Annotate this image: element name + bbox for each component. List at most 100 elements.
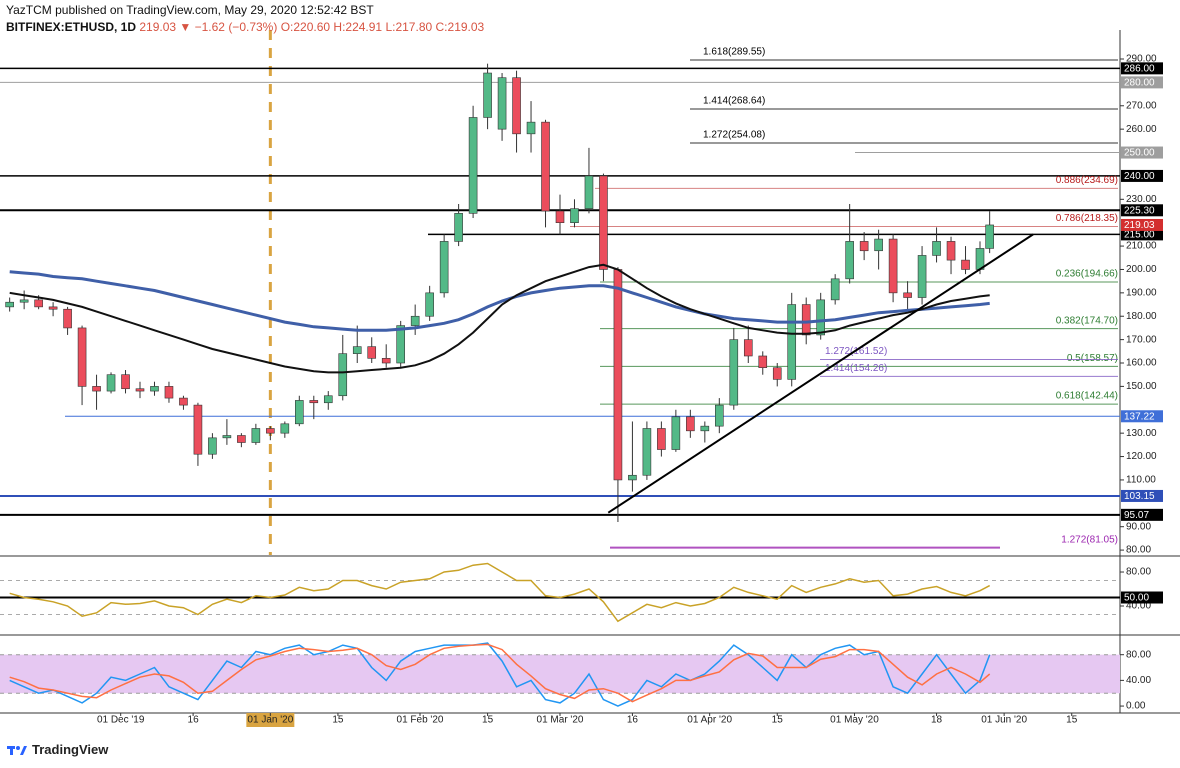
x-tick-label: 15	[772, 715, 784, 726]
level-badge: 50.00	[1124, 593, 1149, 604]
x-tick-label: 01 Jan '20	[247, 715, 293, 726]
x-tick-highlight	[246, 713, 295, 727]
candle-body	[526, 121, 536, 135]
moving-average	[9, 263, 990, 374]
candle-body	[917, 255, 927, 298]
candle-body	[483, 72, 492, 118]
fib-label: 0.618(142.44)	[1056, 391, 1118, 402]
candle-body	[410, 315, 420, 326]
level-badge-bg	[1121, 591, 1163, 604]
candle-body	[34, 299, 43, 308]
y-tick-label: 260.00	[1126, 124, 1157, 135]
fib-label: 0.382(174.70)	[1056, 315, 1118, 326]
candle-body	[816, 299, 825, 336]
indicator-line	[9, 643, 991, 703]
candle-body	[903, 292, 912, 298]
candle-body	[77, 327, 87, 387]
candle-body	[222, 435, 232, 439]
candle-body	[208, 437, 217, 455]
level-badge: 225.30	[1124, 205, 1155, 216]
y-tick-label: 80.00	[1126, 567, 1151, 578]
x-tick-label: 01 Jun '20	[981, 715, 1027, 726]
level-badge-bg	[1121, 169, 1163, 182]
level-badge-bg	[1121, 204, 1163, 217]
high: H:224.91	[333, 20, 383, 34]
x-tick-label: 01 Mar '20	[537, 715, 584, 726]
candle-body	[555, 210, 565, 223]
candle-body	[961, 259, 970, 270]
y-tick-label: 180.00	[1126, 311, 1157, 322]
candle-body	[454, 213, 463, 242]
indicator-line	[9, 562, 991, 623]
candle-body	[497, 77, 507, 130]
candle-body	[396, 325, 405, 364]
x-tick-label: 16	[188, 715, 200, 726]
candle-body	[19, 299, 29, 303]
y-tick-label: 80.00	[1126, 649, 1151, 660]
candle-body	[642, 428, 652, 476]
candle-body	[92, 386, 101, 392]
candle-body	[932, 241, 941, 256]
y-tick-label: 40.00	[1126, 675, 1151, 686]
y-tick-label: 290.00	[1126, 54, 1157, 65]
moving-average	[9, 270, 990, 332]
y-tick-label: 230.00	[1126, 194, 1157, 205]
level-badge-bg	[1121, 410, 1163, 423]
y-tick-label: 150.00	[1126, 381, 1157, 392]
fib-label: 1.414(154.26)	[825, 363, 887, 374]
level-badge: 280.00	[1124, 78, 1155, 89]
level-badge-bg	[1121, 228, 1163, 241]
candle-body	[541, 121, 550, 212]
candle-body	[613, 269, 623, 481]
y-tick-label: 210.00	[1126, 241, 1157, 252]
candle-body	[830, 278, 840, 301]
footer: TradingView	[6, 742, 108, 757]
candle-body	[700, 425, 710, 432]
candle-body	[179, 397, 188, 406]
level-badge-bg	[1121, 508, 1163, 521]
candle-body	[338, 353, 348, 397]
author-line: YazTCM published on TradingView.com, May…	[6, 3, 374, 17]
y-tick-label: 200.00	[1126, 264, 1157, 275]
candle-body	[237, 435, 246, 443]
brand: TradingView	[32, 742, 109, 757]
candle-body	[729, 339, 739, 406]
candle-body	[859, 241, 869, 252]
x-tick-label: 15	[332, 715, 344, 726]
y-tick-label: 160.00	[1126, 358, 1157, 369]
x-tick-label: 15	[1066, 715, 1078, 726]
indicator-line	[9, 642, 991, 707]
candle-body	[135, 388, 145, 392]
candle-body	[468, 117, 478, 214]
candle-body	[985, 224, 994, 249]
symbol-line: BITFINEX:ETHUSD, 1D 219.03 ▼ −1.62 (−0.7…	[6, 19, 484, 36]
candle-body	[266, 428, 275, 434]
fib-label: 1.272(161.52)	[825, 346, 887, 357]
x-tick-label: 16	[627, 715, 639, 726]
y-tick-label: 120.00	[1126, 451, 1157, 462]
candle-body	[743, 339, 753, 357]
candle-body	[121, 374, 130, 390]
candle-body	[570, 208, 579, 223]
level-badge: 286.00	[1124, 63, 1155, 74]
candle-body	[686, 416, 695, 432]
candle-body	[845, 241, 854, 280]
level-badge-bg	[1121, 146, 1163, 159]
candle-body	[671, 416, 681, 450]
x-tick-label: 18	[931, 715, 943, 726]
candle-body	[715, 404, 724, 427]
candle-body	[367, 346, 377, 359]
candle-body	[772, 367, 782, 380]
candle-body	[584, 175, 594, 209]
candle-body	[439, 241, 449, 294]
candle-body	[193, 404, 203, 455]
candle-body	[164, 386, 174, 399]
level-badge-bg	[1121, 62, 1163, 75]
level-badge: 215.00	[1124, 230, 1155, 241]
candle-body	[106, 374, 116, 392]
x-tick-label: 15	[482, 715, 494, 726]
logo	[7, 745, 27, 755]
level-badge-bg	[1121, 76, 1163, 89]
level-badge: 95.07	[1124, 510, 1149, 521]
